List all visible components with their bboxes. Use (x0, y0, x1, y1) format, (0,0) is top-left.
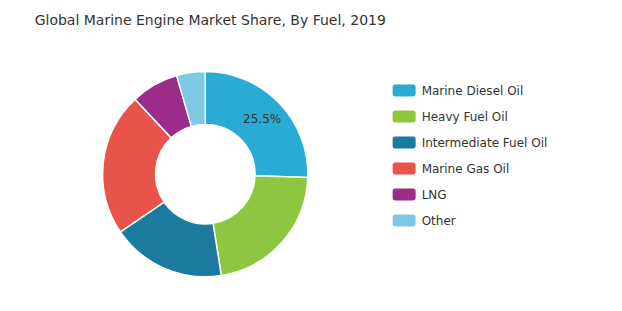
svg-text:LNG: LNG (422, 188, 447, 202)
svg-text:Intermediate Fuel Oil: Intermediate Fuel Oil (422, 136, 548, 150)
svg-text:Heavy Fuel Oil: Heavy Fuel Oil (422, 110, 508, 124)
svg-text:Global Marine Engine Market Sh: Global Marine Engine Market Share, By Fu… (35, 12, 386, 28)
svg-text:Marine Gas Oil: Marine Gas Oil (422, 162, 510, 176)
svg-text:Other: Other (422, 214, 456, 228)
svg-text:25.5%: 25.5% (243, 112, 281, 126)
svg-text:Marine Diesel Oil: Marine Diesel Oil (422, 84, 524, 98)
